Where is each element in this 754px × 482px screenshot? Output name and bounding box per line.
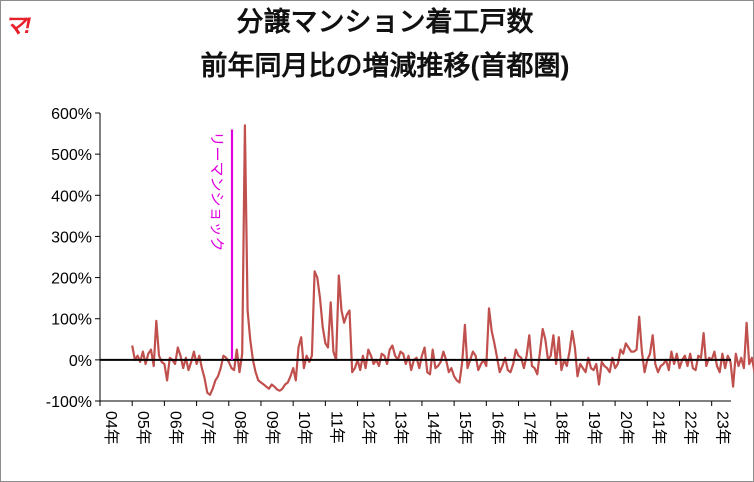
x-tick-label: 10年 [295, 411, 313, 445]
x-tick-label: 20年 [617, 411, 635, 445]
x-tick-label: 09年 [263, 411, 281, 445]
chart-title-line2: 前年同月比の増減推移(首都圏) [200, 51, 570, 81]
y-tick-label: 300% [51, 229, 92, 246]
x-tick-label: 07年 [199, 411, 217, 445]
x-tick-label: 08年 [231, 411, 249, 445]
y-tick-label: 600% [51, 106, 92, 123]
x-tick-label: 06年 [166, 411, 184, 445]
y-tick-label: -100% [46, 394, 92, 411]
x-tick-label: 12年 [360, 411, 378, 445]
y-tick-label: 0% [69, 353, 92, 370]
x-tick-label: 05年 [134, 411, 152, 445]
x-tick-label: 11年 [327, 411, 345, 444]
chart-title-line1: 分譲マンション着工戸数 [236, 7, 534, 37]
x-tick-label: 16年 [488, 411, 506, 445]
x-tick-label: 14年 [424, 411, 442, 445]
brand-logo: マ! [4, 13, 31, 38]
y-tick-label: 400% [51, 188, 92, 205]
x-tick-label: 15年 [456, 411, 474, 445]
y-tick-label: 500% [51, 147, 92, 164]
x-tick-label: 22年 [681, 411, 699, 445]
x-tick-label: 04年 [102, 411, 120, 445]
y-tick-label: 100% [51, 312, 92, 329]
chart-title: 分譲マンション着工戸数 前年同月比の増減推移(首都圏) [150, 0, 620, 88]
x-tick-label: 13年 [392, 411, 410, 445]
x-tick-label: 18年 [553, 411, 571, 445]
annotation-label: リーマンショック [208, 131, 225, 251]
x-tick-label: 23年 [714, 411, 732, 445]
x-tick-label: 19年 [585, 411, 603, 445]
x-tick-label: 17年 [521, 411, 539, 445]
y-tick-label: 200% [51, 271, 92, 288]
data-series-line [131, 124, 754, 396]
x-tick-label: 21年 [649, 411, 667, 445]
